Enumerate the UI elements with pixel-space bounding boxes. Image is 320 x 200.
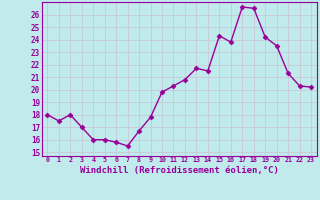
X-axis label: Windchill (Refroidissement éolien,°C): Windchill (Refroidissement éolien,°C): [80, 166, 279, 175]
